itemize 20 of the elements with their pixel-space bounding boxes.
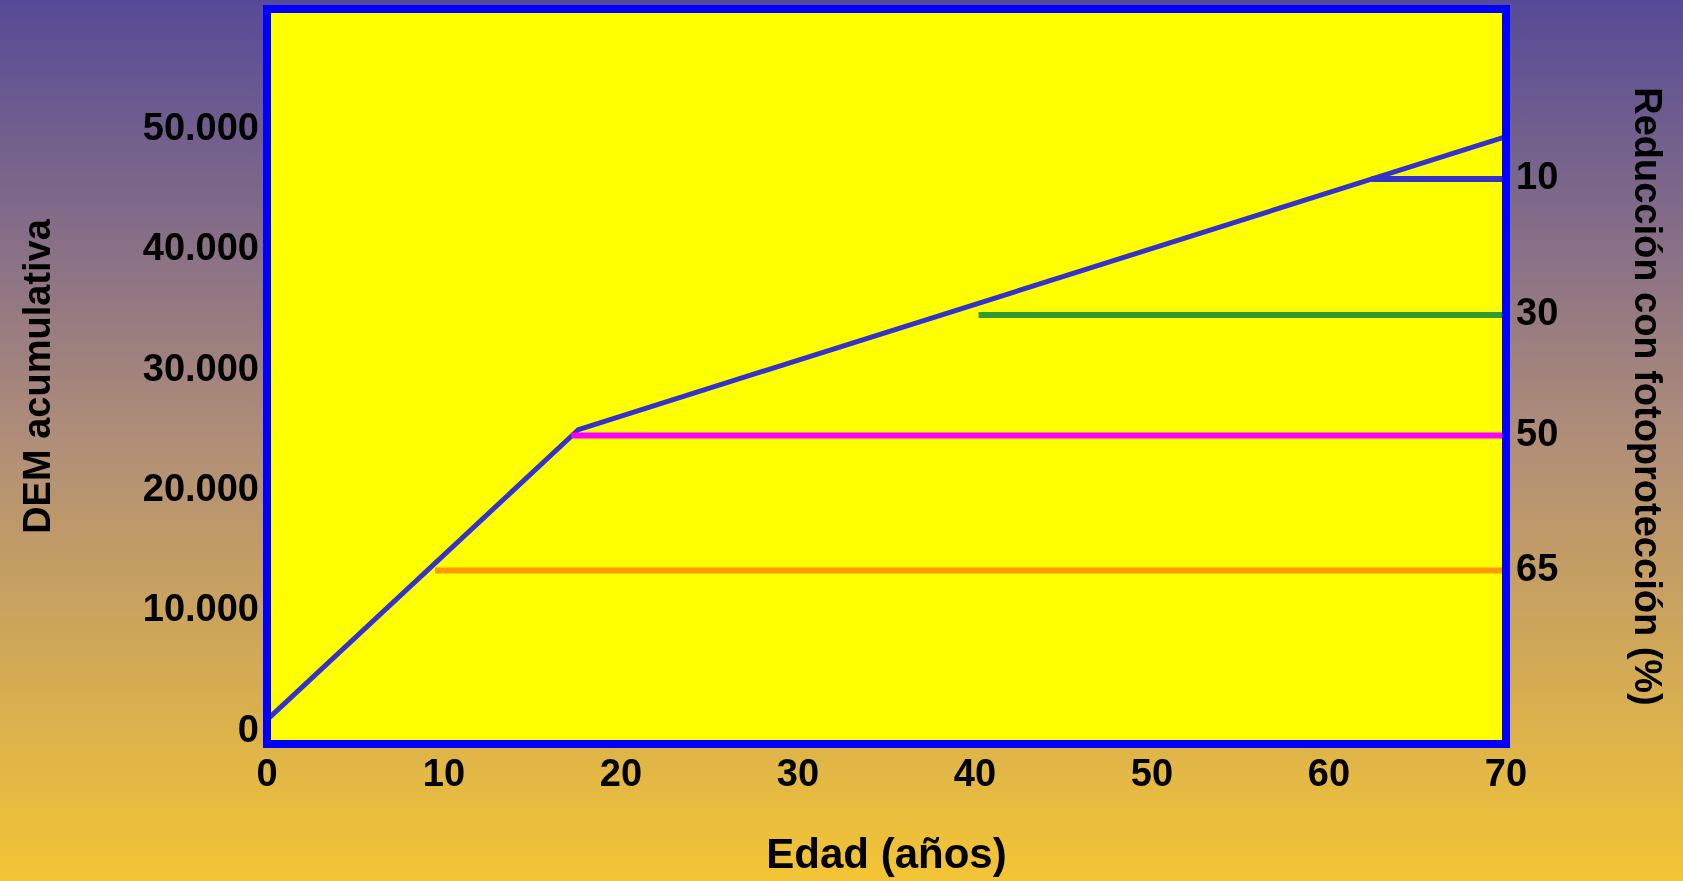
y-axis-title: DEM acumulativa	[16, 218, 58, 534]
series-label: 30	[1516, 291, 1559, 334]
y-tick-label: 40.000	[142, 226, 259, 269]
x-tick-label: 10	[422, 752, 466, 794]
y-tick-label: 10.000	[142, 587, 259, 630]
x-tick-label: 30	[776, 752, 820, 794]
x-tick-label: 60	[1307, 752, 1351, 794]
y2-axis-title: Reducción con fotoprotección (%)	[1627, 87, 1669, 706]
y-tick-label: 50.000	[142, 105, 259, 148]
series-label: 50	[1516, 411, 1559, 454]
x-tick-label: 20	[599, 752, 643, 794]
x-axis-title: Edad (años)	[766, 830, 1007, 877]
x-tick-label: 40	[953, 752, 997, 794]
y-tick-label: 0	[237, 707, 259, 750]
series-label: 10	[1516, 154, 1559, 197]
x-tick-label: 50	[1130, 752, 1174, 794]
y-tick-label: 20.000	[142, 467, 259, 509]
y-tick-label: 30.000	[142, 346, 259, 389]
x-tick-label: 70	[1484, 752, 1528, 794]
series-label: 65	[1516, 546, 1559, 589]
